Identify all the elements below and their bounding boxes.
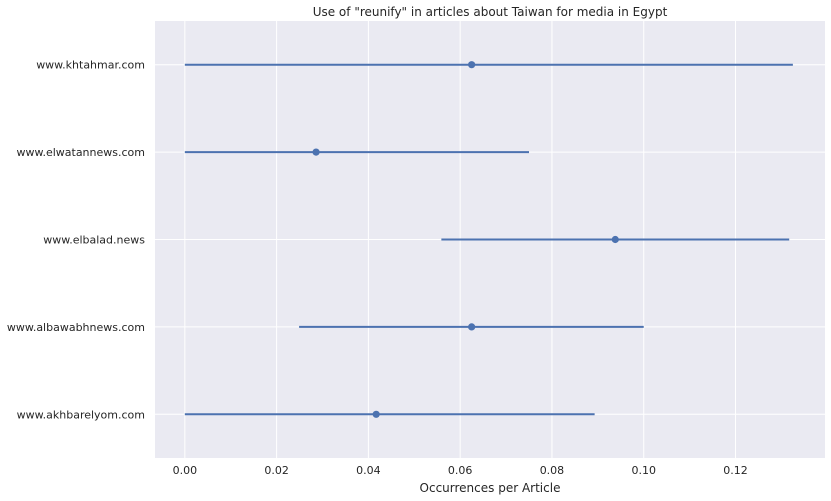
x-tick-label: 0.04 <box>356 464 381 477</box>
y-tick-label: www.akhbarelyom.com <box>17 408 145 421</box>
y-tick-label: www.elwatannews.com <box>16 146 145 159</box>
data-marks <box>184 61 793 418</box>
x-tick-label: 0.10 <box>631 464 656 477</box>
y-tick-label: www.khtahmar.com <box>36 59 145 72</box>
data-point <box>312 148 320 156</box>
chart-title: Use of "reunify" in articles about Taiwa… <box>313 5 668 19</box>
data-point <box>372 410 380 418</box>
x-tick-label: 0.06 <box>448 464 473 477</box>
x-tick-label: 0.12 <box>723 464 748 477</box>
x-tick-label: 0.00 <box>173 464 198 477</box>
data-point <box>468 323 476 331</box>
y-tick-label: www.albawabhnews.com <box>7 321 145 334</box>
data-point <box>611 235 619 244</box>
x-axis: 0.00 0.02 0.04 0.06 0.08 0.10 0.12 <box>173 464 748 477</box>
y-axis: www.khtahmar.com www.elwatannews.com www.e… <box>7 59 145 422</box>
y-tick-label: www.elbalad.news <box>43 234 145 247</box>
x-tick-label: 0.02 <box>264 464 289 477</box>
data-point <box>468 61 476 69</box>
x-axis-label: Occurrences per Article <box>420 481 561 495</box>
x-tick-label: 0.08 <box>540 464 565 477</box>
